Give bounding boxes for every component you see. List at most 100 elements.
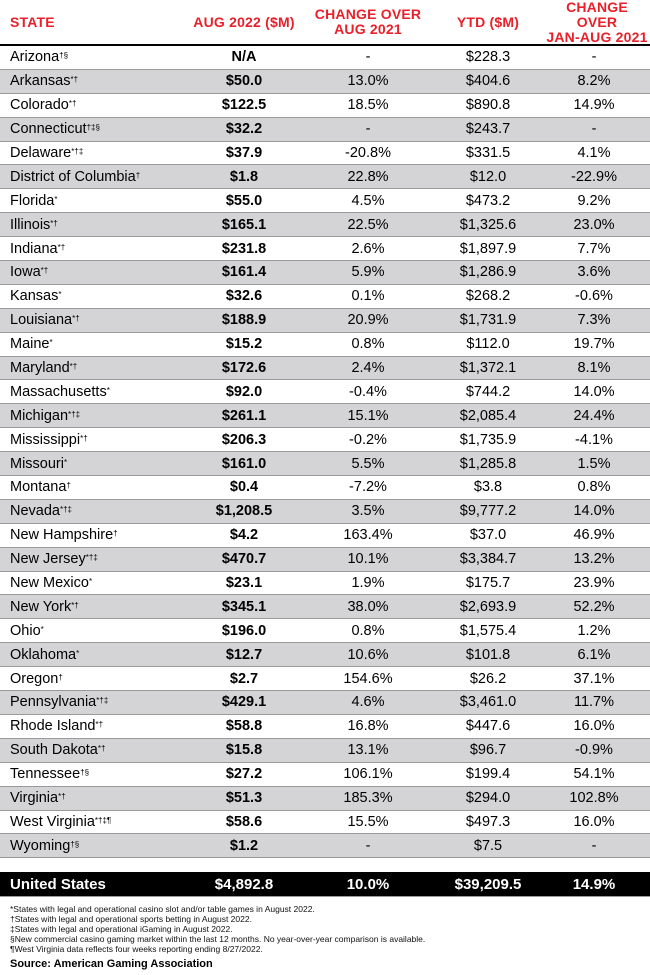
ytd-cell: $9,777.2 [459, 503, 517, 520]
change-aug-cell: 20.9% [347, 312, 389, 329]
table-row: Illinois *† $165.1 22.5% $1,325.6 23.0% [0, 213, 650, 238]
change-aug-cell: 4.6% [351, 694, 385, 711]
state-name: Colorado [10, 97, 69, 114]
change-aug-cell: 22.5% [347, 216, 389, 233]
state-name: District of Columbia [10, 168, 136, 185]
aug-2022-cell: $23.1 [225, 575, 263, 592]
change-aug-cell: 154.6% [343, 670, 393, 687]
ytd-cell: $175.7 [465, 575, 511, 592]
ytd-cell: $1,372.1 [459, 360, 517, 377]
state-cell: Iowa *† [10, 264, 49, 281]
change-ytd-cell: 52.2% [573, 598, 615, 615]
table-row: Delaware *†‡ $37.9 -20.8% $331.5 4.1% [0, 142, 650, 166]
header-ytd: YTD ($M) [456, 13, 520, 30]
state-name: New Hampshire [10, 527, 114, 544]
table-row: Maine * $15.2 0.8% $112.0 19.7% [0, 333, 650, 357]
change-ytd-cell: -0.6% [575, 288, 613, 305]
state-name: Louisiana [10, 312, 73, 329]
ytd-cell: $228.3 [465, 49, 511, 66]
state-cell: Virginia *† [10, 790, 66, 807]
ytd-cell: $2,693.9 [459, 598, 517, 615]
aug-2022-cell: $27.2 [225, 766, 263, 783]
total-aug: $4,892.8 [214, 875, 274, 893]
state-cell: Indiana *† [10, 240, 66, 257]
state-name: Missouri [10, 455, 64, 472]
state-cell: New Jersey *†‡ [10, 551, 98, 568]
change-ytd-cell: 37.1% [573, 670, 615, 687]
table-row: Nevada *†‡ $1,208.5 3.5% $9,777.2 14.0% [0, 499, 650, 524]
aug-2022-cell: $231.8 [221, 240, 267, 257]
state-cell: Mississippi *† [10, 431, 88, 448]
header-aug-2022: AUG 2022 ($M) [193, 13, 295, 30]
aug-2022-cell: $161.4 [221, 264, 267, 281]
change-ytd-cell: 4.1% [577, 145, 611, 161]
aug-2022-cell: $172.6 [221, 360, 267, 377]
change-ytd-cell: - [591, 837, 597, 854]
state-cell: Massachusetts * [10, 383, 110, 400]
table-row: New Mexico * $23.1 1.9% $175.7 23.9% [0, 572, 650, 596]
change-aug-cell: 4.5% [351, 192, 385, 209]
aug-2022-cell: $0.4 [229, 479, 259, 496]
aug-2022-cell: $1.8 [229, 168, 259, 185]
change-aug-cell: -0.4% [349, 383, 387, 400]
table-body: Arizona †§ N/A - $228.3 - Arkansas *† $50.0 13.0%… [0, 46, 650, 859]
state-name: Oklahoma [10, 646, 77, 663]
aug-2022-cell: $32.2 [225, 121, 263, 138]
change-aug-cell: 163.4% [343, 527, 393, 544]
table-row: Virginia *† $51.3 185.3% $294.0 102.8% [0, 786, 650, 811]
aug-2022-cell: $55.0 [225, 192, 263, 209]
aug-2022-cell: $50.0 [225, 73, 263, 90]
state-cell: Michigan *†‡ [10, 407, 81, 424]
table-row: Oklahoma * $12.7 10.6% $101.8 6.1% [0, 643, 650, 668]
state-name: Pennsylvania [10, 694, 97, 711]
change-ytd-cell: 16.0% [573, 718, 615, 735]
change-ytd-cell: 11.7% [573, 694, 615, 711]
state-cell: New Mexico * [10, 575, 93, 592]
state-cell: Kansas * [10, 288, 62, 305]
footnote: ¶West Virginia data reflects four weeks … [10, 944, 263, 954]
aug-2022-cell: $58.6 [225, 813, 263, 830]
ytd-cell: $3.8 [473, 479, 503, 496]
change-ytd-cell: 3.6% [577, 264, 611, 281]
state-cell: Connecticut †‡§ [10, 121, 100, 138]
change-aug-cell: 13.0% [347, 73, 389, 90]
footnotes: *States with legal and operational casin… [10, 904, 425, 954]
state-name: New York [10, 598, 72, 615]
change-aug-cell: 2.4% [351, 360, 385, 377]
change-ytd-cell: 1.5% [577, 455, 611, 472]
ytd-cell: $3,384.7 [459, 551, 517, 568]
aug-2022-cell: $470.7 [221, 551, 267, 568]
state-cell: West Virginia *†‡¶ [10, 813, 112, 830]
change-ytd-cell: 7.7% [577, 240, 611, 257]
change-aug-cell: 3.5% [351, 503, 385, 520]
source-credit: Source: American Gaming Association [10, 958, 213, 970]
change-aug-cell: 5.9% [351, 264, 385, 281]
state-cell: Arizona †§ [10, 49, 69, 66]
state-name: Kansas [10, 288, 59, 305]
aug-2022-cell: $1.2 [229, 837, 259, 854]
change-ytd-cell: - [591, 121, 597, 138]
change-ytd-cell: 54.1% [573, 766, 615, 783]
aug-2022-cell: $37.9 [225, 145, 263, 161]
ytd-cell: $1,286.9 [459, 264, 517, 281]
state-cell: New York *† [10, 598, 79, 615]
aug-2022-cell: $188.9 [221, 312, 267, 329]
ytd-cell: $331.5 [465, 145, 511, 161]
state-name: Montana [10, 479, 67, 496]
state-cell: Ohio * [10, 622, 44, 639]
table-row: Louisiana *† $188.9 20.9% $1,731.9 7.3% [0, 308, 650, 333]
table-row: Colorado *† $122.5 18.5% $890.8 14.9% [0, 94, 650, 118]
header-state: STATE [10, 13, 55, 30]
change-ytd-cell: 6.1% [577, 646, 611, 663]
ytd-cell: $3,461.0 [459, 694, 517, 711]
ytd-cell: $1,325.6 [459, 216, 517, 233]
ytd-cell: $199.4 [465, 766, 511, 783]
state-name: Illinois [10, 216, 51, 233]
ytd-cell: $112.0 [466, 336, 510, 353]
state-name: Rhode Island [10, 718, 96, 735]
state-name: Connecticut [10, 121, 87, 138]
aug-2022-cell: $58.8 [225, 718, 263, 735]
change-ytd-cell: -0.9% [575, 742, 613, 759]
change-ytd-cell: 23.9% [573, 575, 615, 592]
state-name: Massachusetts [10, 383, 107, 400]
